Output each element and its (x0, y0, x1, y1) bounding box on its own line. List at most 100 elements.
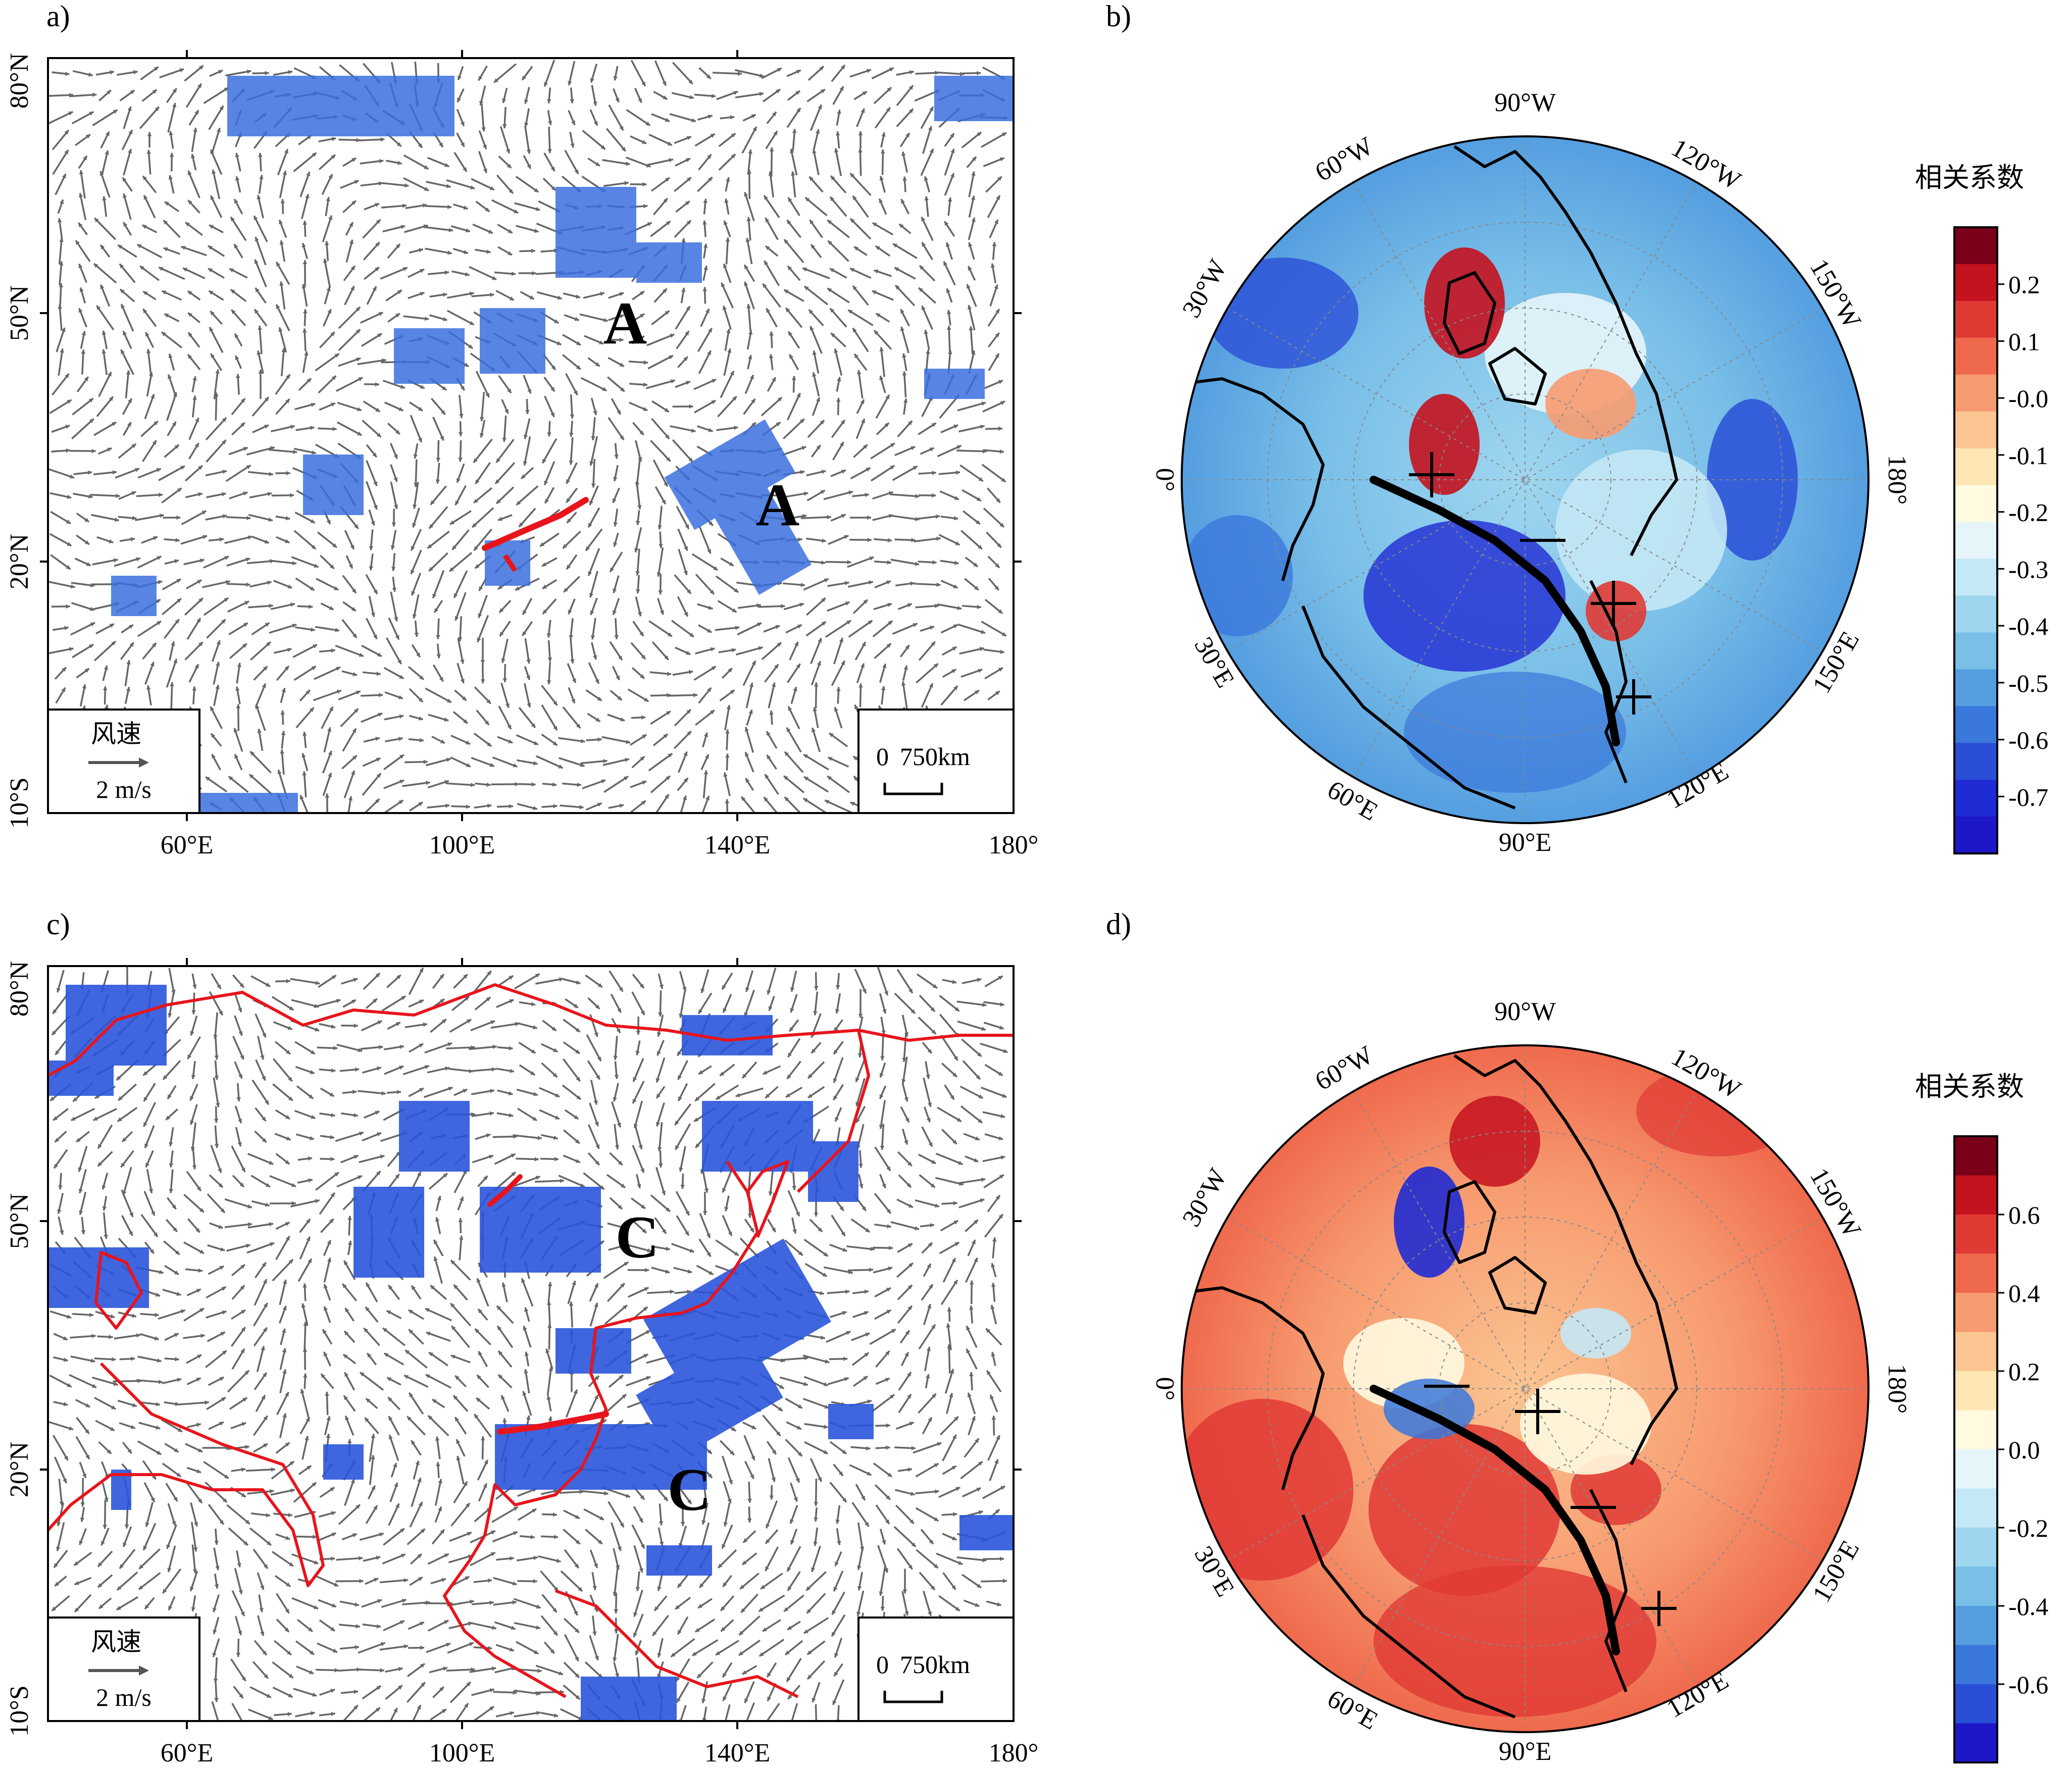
wind-vector-head (489, 1111, 494, 1116)
wind-vector-head (995, 353, 999, 359)
wind-vector-head (647, 222, 652, 227)
wind-vector-head (375, 242, 380, 247)
wind-vector-head (375, 203, 379, 207)
wind-vector-head (102, 349, 107, 354)
wind-vector-head (290, 1488, 295, 1493)
wind-vector-head (263, 1303, 268, 1308)
wind-vector-head (496, 458, 500, 463)
wind-vector (543, 59, 555, 87)
wind-vector-head (265, 1183, 270, 1187)
wind-vector-head (730, 690, 735, 694)
wind-vector-head (707, 154, 712, 159)
wind-vector (492, 1135, 518, 1138)
wind-vector-head (174, 1333, 179, 1337)
wind-vector-head (458, 637, 463, 641)
wind-vector (120, 304, 134, 332)
wind-vector-head (643, 204, 648, 209)
wind-vector-head (58, 305, 62, 309)
wind-vector-head (418, 802, 423, 806)
wind-vector-head (796, 1425, 801, 1430)
wind-vector (626, 1376, 651, 1387)
wind-vector-head (769, 147, 774, 151)
wind-vector-head (943, 261, 948, 266)
wind-vector (810, 326, 823, 354)
wind-vector-head (663, 734, 668, 738)
wind-vector-head (498, 1374, 503, 1379)
wind-vector-head (209, 327, 214, 332)
wind-vector-head (126, 687, 131, 691)
wind-vector-head (89, 1312, 94, 1318)
wind-vector (873, 330, 892, 350)
wind-vector-head (246, 465, 251, 470)
wind-vector-head (823, 1424, 828, 1429)
wind-vector-head (720, 1072, 725, 1076)
wind-vector (224, 1198, 252, 1208)
wind-vector-head (373, 589, 378, 594)
wind-vector (852, 195, 869, 218)
wind-vector (269, 1175, 296, 1188)
wind-vector-head (723, 264, 727, 269)
wind-vector-head (276, 262, 280, 267)
wind-vector-head (854, 246, 859, 251)
wind-vector (547, 1300, 551, 1329)
wind-vector-head (553, 700, 558, 705)
wind-vector-head (198, 1268, 203, 1273)
wind-vector (806, 597, 826, 616)
wind-vector-head (479, 100, 484, 106)
wind-vector-head (949, 1393, 953, 1398)
wind-vector-head (764, 261, 769, 266)
wind-vector-head (460, 659, 465, 664)
wind-vector (558, 757, 585, 767)
wind-vector-head (497, 585, 502, 589)
wind-vector-head (951, 1466, 956, 1470)
wind-vector-head (167, 1094, 172, 1099)
wind-vector-head (947, 1307, 952, 1311)
wind-vector-head (131, 491, 136, 495)
wind-vector-head (886, 1288, 891, 1292)
wind-vector (231, 1145, 246, 1173)
wind-vector-head (220, 1332, 225, 1336)
wind-vector-head (350, 544, 355, 549)
wind-vector-head (153, 421, 158, 426)
wind-vector-head (507, 164, 512, 168)
wind-vector-head (617, 696, 622, 700)
wind-vector-head (292, 449, 297, 454)
wind-vector (923, 1077, 932, 1107)
wind-vector-head (821, 1335, 825, 1340)
wind-vector-head (732, 608, 737, 613)
wind-vector (473, 528, 492, 551)
wind-vector-head (168, 1013, 172, 1018)
wind-vector (546, 1367, 552, 1396)
wind-vector-head (971, 1240, 976, 1245)
wind-vector-head (860, 663, 865, 668)
wind-vector-head (169, 131, 173, 135)
wind-vector (49, 399, 72, 414)
wind-vector-head (308, 1156, 313, 1161)
wind-vector (913, 1442, 942, 1454)
wind-vector-head (751, 1425, 756, 1429)
wind-vector-head (491, 1067, 496, 1072)
wind-vector-head (198, 1448, 203, 1452)
wind-vector (872, 620, 893, 638)
wind-vector-head (434, 1240, 438, 1245)
wind-vector-head (372, 998, 377, 1003)
wind-vector-head (221, 492, 226, 497)
wind-vector-head (417, 1172, 421, 1177)
wind-vector-head (532, 271, 536, 276)
wind-vector (205, 417, 227, 441)
wind-vector (647, 1290, 674, 1294)
wind-vector-head (132, 1314, 136, 1318)
wind-vector-head (326, 197, 330, 201)
wind-vector-head (866, 468, 871, 472)
wind-vector (713, 72, 742, 75)
wind-vector (583, 1172, 605, 1190)
wind-vector-head (238, 1031, 243, 1036)
wind-vector-head (499, 608, 504, 613)
panel-a-wind-legend: 风速 2 m/s (47, 709, 200, 814)
wind-vector-head (532, 1117, 537, 1121)
wind-vector (763, 260, 780, 286)
wind-vector-head (901, 1079, 906, 1084)
wind-vector-head (614, 1075, 619, 1079)
wind-vector-head (946, 326, 951, 330)
wind-vector-head (218, 1168, 222, 1173)
